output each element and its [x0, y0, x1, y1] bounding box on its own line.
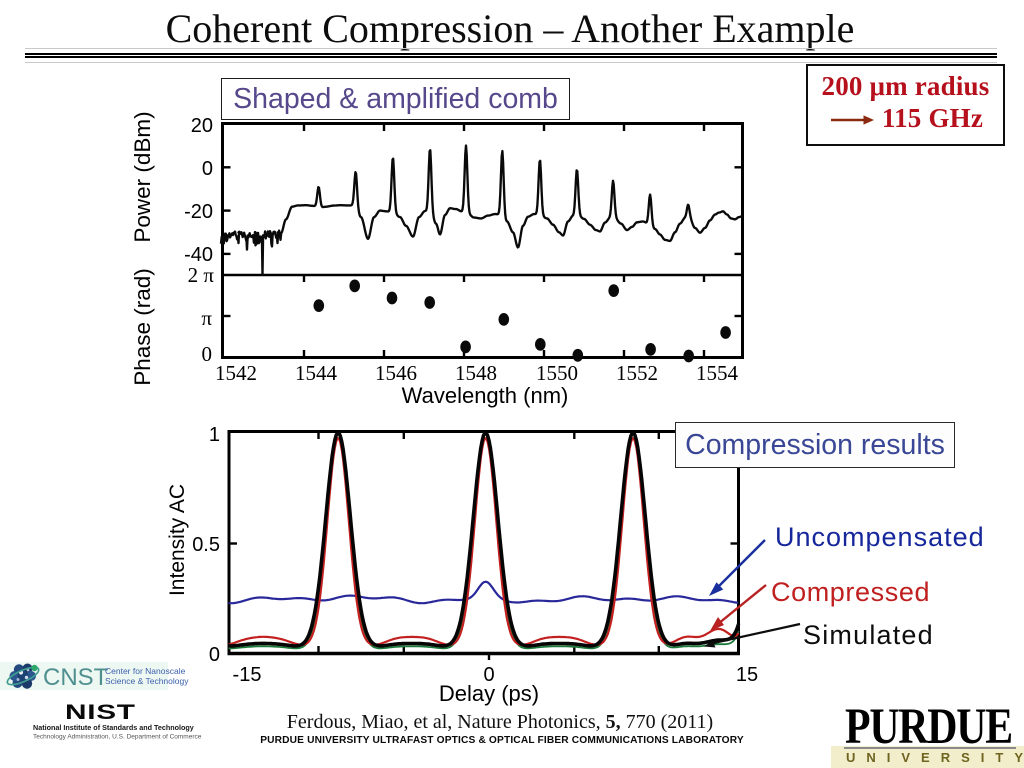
svg-text:Technology Administration, U.S: Technology Administration, U.S. Departme… [33, 734, 202, 741]
svg-text:Simulated: Simulated [803, 620, 934, 650]
svg-text:0: 0 [202, 158, 213, 180]
svg-text:Center for Nanoscale: Center for Nanoscale [105, 666, 186, 676]
svg-text:CNST: CNST [43, 664, 109, 691]
svg-text:0.5: 0.5 [192, 534, 220, 556]
svg-text:Intensity AC: Intensity AC [166, 484, 189, 596]
svg-text:Wavelength (nm): Wavelength (nm) [402, 383, 569, 408]
svg-text:1550: 1550 [536, 361, 578, 385]
svg-text:Uncompensated: Uncompensated [775, 522, 985, 552]
svg-text:-40: -40 [184, 244, 213, 266]
svg-text:0: 0 [209, 644, 220, 666]
svg-text:1: 1 [209, 424, 220, 446]
svg-text:π: π [201, 306, 212, 330]
svg-text:1548: 1548 [455, 361, 497, 385]
svg-text:Compressed: Compressed [771, 577, 930, 607]
svg-text:Phase (rad): Phase (rad) [130, 268, 155, 386]
svg-text:15: 15 [736, 664, 758, 686]
svg-text:20: 20 [191, 115, 213, 137]
svg-text:-20: -20 [184, 201, 213, 223]
svg-text:1544: 1544 [295, 361, 338, 385]
svg-text:-15: -15 [233, 664, 262, 686]
svg-text:1542: 1542 [215, 361, 257, 385]
svg-text:National Institute of Standard: National Institute of Standards and Tech… [33, 723, 194, 732]
svg-text:Science & Technology: Science & Technology [105, 676, 189, 686]
svg-text:Power (dBm): Power (dBm) [130, 111, 155, 242]
svg-text:0: 0 [483, 664, 494, 686]
svg-text:1554: 1554 [696, 361, 739, 385]
svg-text:1546: 1546 [375, 361, 417, 385]
svg-text:0: 0 [202, 342, 213, 366]
svg-text:Delay (ps): Delay (ps) [439, 681, 539, 706]
svg-text:NIST: NIST [65, 701, 136, 724]
svg-text:2 π: 2 π [188, 263, 215, 287]
svg-text:1552: 1552 [616, 361, 658, 385]
